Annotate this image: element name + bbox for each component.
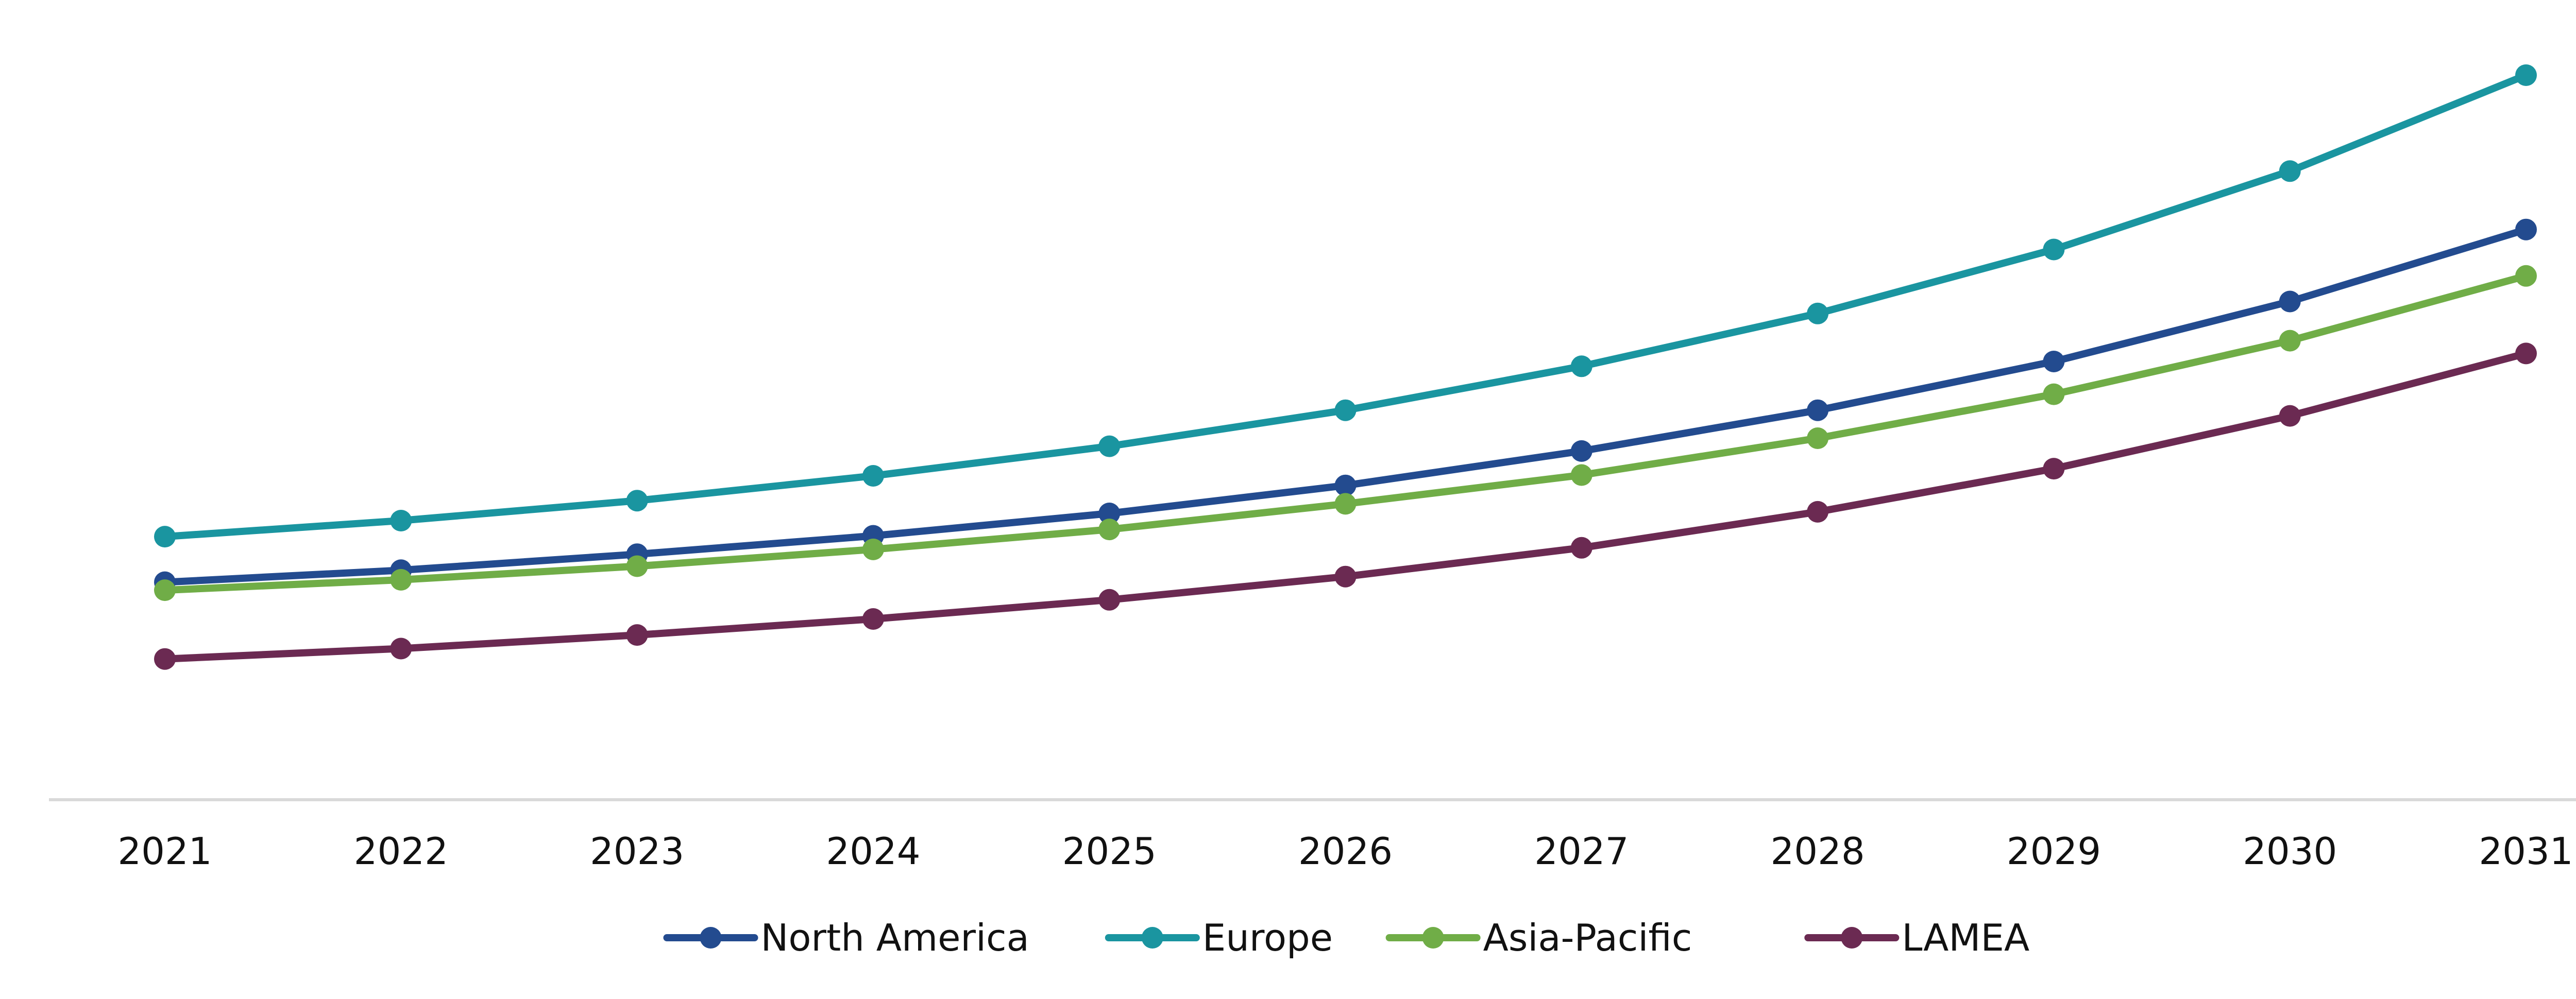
series-line-europe [161, 72, 2530, 541]
data-point-europe-2025[interactable] [1098, 435, 1121, 457]
data-point-europe-2022[interactable] [390, 510, 412, 531]
legend-swatch-marker [1141, 927, 1163, 949]
x-tick-labels: 2021 2022 2023 2024 2025 2026 2027 2028 2029 2030… [117, 830, 2573, 873]
data-point-europe-2027[interactable] [1570, 355, 1592, 377]
data-point-lamea-2024[interactable] [862, 608, 884, 630]
legend-item-lamea[interactable]: LAMEA [1804, 916, 2029, 959]
data-point-asia-pacific-2031[interactable] [2515, 265, 2537, 287]
data-point-europe-2024[interactable] [862, 465, 884, 487]
data-point-lamea-2023[interactable] [626, 624, 648, 646]
data-point-lamea-2021[interactable] [154, 648, 176, 670]
legend-label: North America [760, 916, 1029, 959]
data-point-north-america-2030[interactable] [2279, 290, 2301, 313]
series-europe [154, 64, 2537, 548]
data-point-north-america-2025[interactable] [1098, 503, 1121, 524]
data-point-europe-2030[interactable] [2279, 160, 2301, 182]
data-point-asia-pacific-2022[interactable] [390, 569, 412, 591]
legend-label: Asia-Pacific [1483, 916, 1692, 959]
data-point-europe-2026[interactable] [1334, 399, 1357, 421]
x-tick-label: 2031 [2479, 830, 2573, 873]
data-point-europe-2028[interactable] [1807, 302, 1829, 324]
legend-label: LAMEA [1902, 916, 2029, 959]
data-point-asia-pacific-2027[interactable] [1570, 464, 1592, 486]
x-tick-label: 2028 [1770, 830, 1865, 873]
legend: North America Europe Asia-Pacific LAMEA [663, 916, 2029, 959]
series-lamea [154, 342, 2537, 670]
data-point-north-america-2028[interactable] [1807, 399, 1829, 421]
data-point-asia-pacific-2024[interactable] [862, 538, 884, 560]
data-point-asia-pacific-2025[interactable] [1098, 519, 1121, 541]
data-point-asia-pacific-2021[interactable] [154, 579, 176, 601]
data-point-asia-pacific-2028[interactable] [1807, 427, 1829, 449]
data-point-lamea-2030[interactable] [2279, 405, 2301, 427]
legend-item-north-america[interactable]: North America [663, 916, 1029, 959]
data-point-asia-pacific-2026[interactable] [1334, 493, 1357, 515]
legend-item-asia-pacific[interactable]: Asia-Pacific [1385, 916, 1692, 959]
data-point-lamea-2025[interactable] [1098, 589, 1121, 611]
legend-swatch-marker [1841, 927, 1863, 949]
x-tick-label: 2024 [826, 830, 920, 873]
data-point-north-america-2029[interactable] [2043, 351, 2065, 372]
data-point-north-america-2027[interactable] [1570, 440, 1592, 462]
data-point-europe-2023[interactable] [626, 490, 648, 512]
series-line-asia-pacific [161, 272, 2530, 594]
legend-swatch-marker [1422, 927, 1444, 949]
x-tick-label: 2030 [2243, 830, 2337, 873]
data-point-europe-2031[interactable] [2515, 64, 2537, 86]
data-point-europe-2029[interactable] [2043, 238, 2065, 261]
x-tick-label: 2022 [354, 830, 448, 873]
data-point-europe-2021[interactable] [154, 526, 176, 548]
data-point-north-america-2026[interactable] [1334, 474, 1357, 496]
x-tick-label: 2023 [590, 830, 684, 873]
x-tick-label: 2029 [2007, 830, 2101, 873]
x-tick-label: 2027 [1534, 830, 1629, 873]
legend-swatch-marker [700, 927, 722, 949]
series-asia-pacific [154, 265, 2537, 601]
x-tick-label: 2025 [1062, 830, 1157, 873]
data-point-lamea-2026[interactable] [1334, 565, 1357, 588]
data-point-north-america-2031[interactable] [2515, 218, 2537, 240]
data-point-lamea-2028[interactable] [1807, 501, 1829, 523]
legend-item-europe[interactable]: Europe [1105, 916, 1333, 959]
data-point-lamea-2031[interactable] [2515, 342, 2537, 365]
data-point-lamea-2022[interactable] [390, 638, 412, 660]
data-point-lamea-2027[interactable] [1570, 537, 1592, 559]
series-layer [154, 64, 2537, 670]
legend-label: Europe [1202, 916, 1333, 959]
x-tick-label: 2021 [117, 830, 212, 873]
data-point-asia-pacific-2030[interactable] [2279, 330, 2301, 352]
data-point-asia-pacific-2029[interactable] [2043, 383, 2065, 405]
data-point-asia-pacific-2023[interactable] [626, 555, 648, 577]
data-point-lamea-2029[interactable] [2043, 458, 2065, 480]
x-tick-label: 2026 [1298, 830, 1393, 873]
